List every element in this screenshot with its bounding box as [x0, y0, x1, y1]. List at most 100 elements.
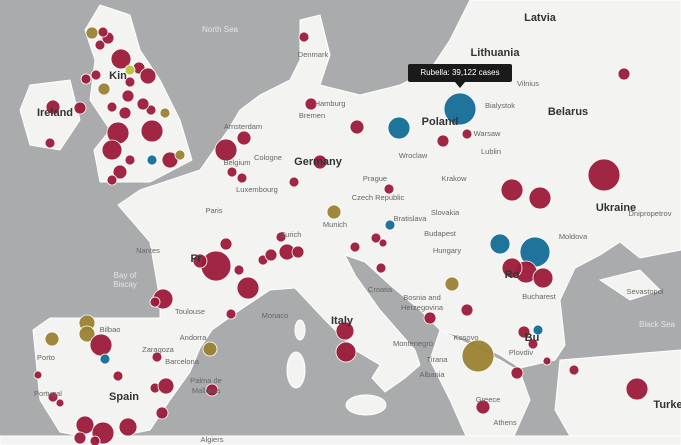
bubble	[200, 250, 232, 282]
bubble	[45, 99, 61, 115]
bubble	[349, 119, 365, 135]
bubble	[33, 370, 43, 380]
bubble	[112, 164, 128, 180]
bubble	[370, 232, 382, 244]
place-label: Warsaw	[474, 129, 501, 138]
bubble	[90, 69, 102, 81]
place-label: Barcelona	[165, 357, 200, 366]
place-label: Ro	[505, 269, 520, 281]
place-label: Tirana	[427, 355, 449, 364]
bubble	[97, 82, 111, 96]
bubble	[219, 237, 233, 251]
place-label: Andorra	[180, 333, 208, 342]
bubble	[145, 104, 157, 116]
bubble	[532, 267, 554, 289]
bubble	[106, 174, 118, 186]
place-label: Sevastopol	[626, 287, 663, 296]
bubble	[378, 238, 388, 248]
bubble	[528, 186, 552, 210]
place-label: Toulouse	[175, 307, 205, 316]
bubble	[44, 137, 56, 149]
bubble	[568, 364, 580, 376]
bubble	[291, 245, 305, 259]
place-label: Palma de	[190, 376, 222, 385]
place-label: Montenegro	[393, 339, 433, 348]
bubble	[617, 67, 631, 81]
place-label: Herzegovina	[401, 303, 444, 312]
bubble	[157, 377, 175, 395]
bubble	[375, 262, 387, 274]
place-label: Ireland	[37, 107, 73, 119]
place-label: Black Sea	[639, 320, 676, 329]
bubble	[146, 154, 158, 166]
bubble	[236, 172, 248, 184]
bubble	[112, 370, 124, 382]
bubble	[214, 138, 238, 162]
place-label: Kosovo	[453, 333, 478, 342]
bubble	[73, 431, 87, 445]
bubble	[80, 73, 92, 85]
bubble	[85, 26, 99, 40]
bubble	[151, 351, 163, 363]
place-label: North Sea	[202, 25, 239, 34]
bubble	[118, 106, 132, 120]
bubble	[489, 233, 511, 255]
bubble	[501, 257, 523, 279]
bubble	[89, 435, 101, 445]
bubble	[47, 391, 59, 403]
bubble	[517, 325, 531, 339]
place-label: Paris	[205, 206, 222, 215]
bubble	[500, 178, 524, 202]
bubble	[443, 92, 477, 126]
place-label: Munich	[323, 220, 347, 229]
bubble	[136, 97, 150, 111]
bubble	[225, 308, 237, 320]
bubble	[460, 303, 474, 317]
place-label: Greece	[476, 395, 501, 404]
place-label: Portugal	[34, 389, 62, 398]
place-label: Spain	[109, 391, 139, 403]
tooltip-text: Rubella: 39,122 cases	[420, 68, 499, 77]
bubble	[304, 97, 318, 111]
place-label: Cologne	[254, 153, 282, 162]
place-label: Fr	[191, 253, 203, 265]
bubble	[174, 149, 186, 161]
place-label: Prague	[363, 174, 387, 183]
place-label: Luxembourg	[236, 185, 278, 194]
place-label: Bilbao	[100, 325, 121, 334]
place-label: Dnipropetrov	[629, 209, 672, 218]
place-label: Latvia	[524, 12, 557, 24]
place-label: Bratislava	[394, 214, 428, 223]
bubble	[99, 353, 111, 365]
place-label: Bu	[525, 332, 540, 344]
place-label: Belgium	[223, 158, 250, 167]
place-label: Denmark	[298, 50, 329, 59]
bubble	[423, 311, 437, 325]
bubble	[461, 339, 495, 373]
bubble	[312, 154, 328, 170]
place-label: Athens	[493, 418, 517, 427]
place-label: Hungary	[433, 246, 462, 255]
bubble	[275, 231, 287, 243]
bubble	[159, 107, 171, 119]
bubbles	[33, 26, 649, 445]
bubble	[44, 331, 60, 347]
place-label: Zurich	[281, 230, 302, 239]
place-label: Krakow	[441, 174, 467, 183]
bubble	[73, 101, 87, 115]
bubble	[387, 116, 411, 140]
bubble	[192, 253, 208, 269]
bubble	[461, 128, 473, 140]
bubble	[298, 31, 310, 43]
place-label: Bremen	[299, 111, 325, 120]
place-label: Bosnia and	[403, 293, 441, 302]
bubble	[384, 219, 396, 231]
bubble	[264, 248, 278, 262]
place-label: Budapest	[424, 229, 457, 238]
labels: Latvia North Sea Lithuania Denmark Vilnius Be…	[34, 12, 681, 444]
bubble	[121, 89, 135, 103]
bubble	[118, 417, 138, 437]
place-label: Hamburg	[315, 99, 346, 108]
bubble	[75, 415, 95, 435]
